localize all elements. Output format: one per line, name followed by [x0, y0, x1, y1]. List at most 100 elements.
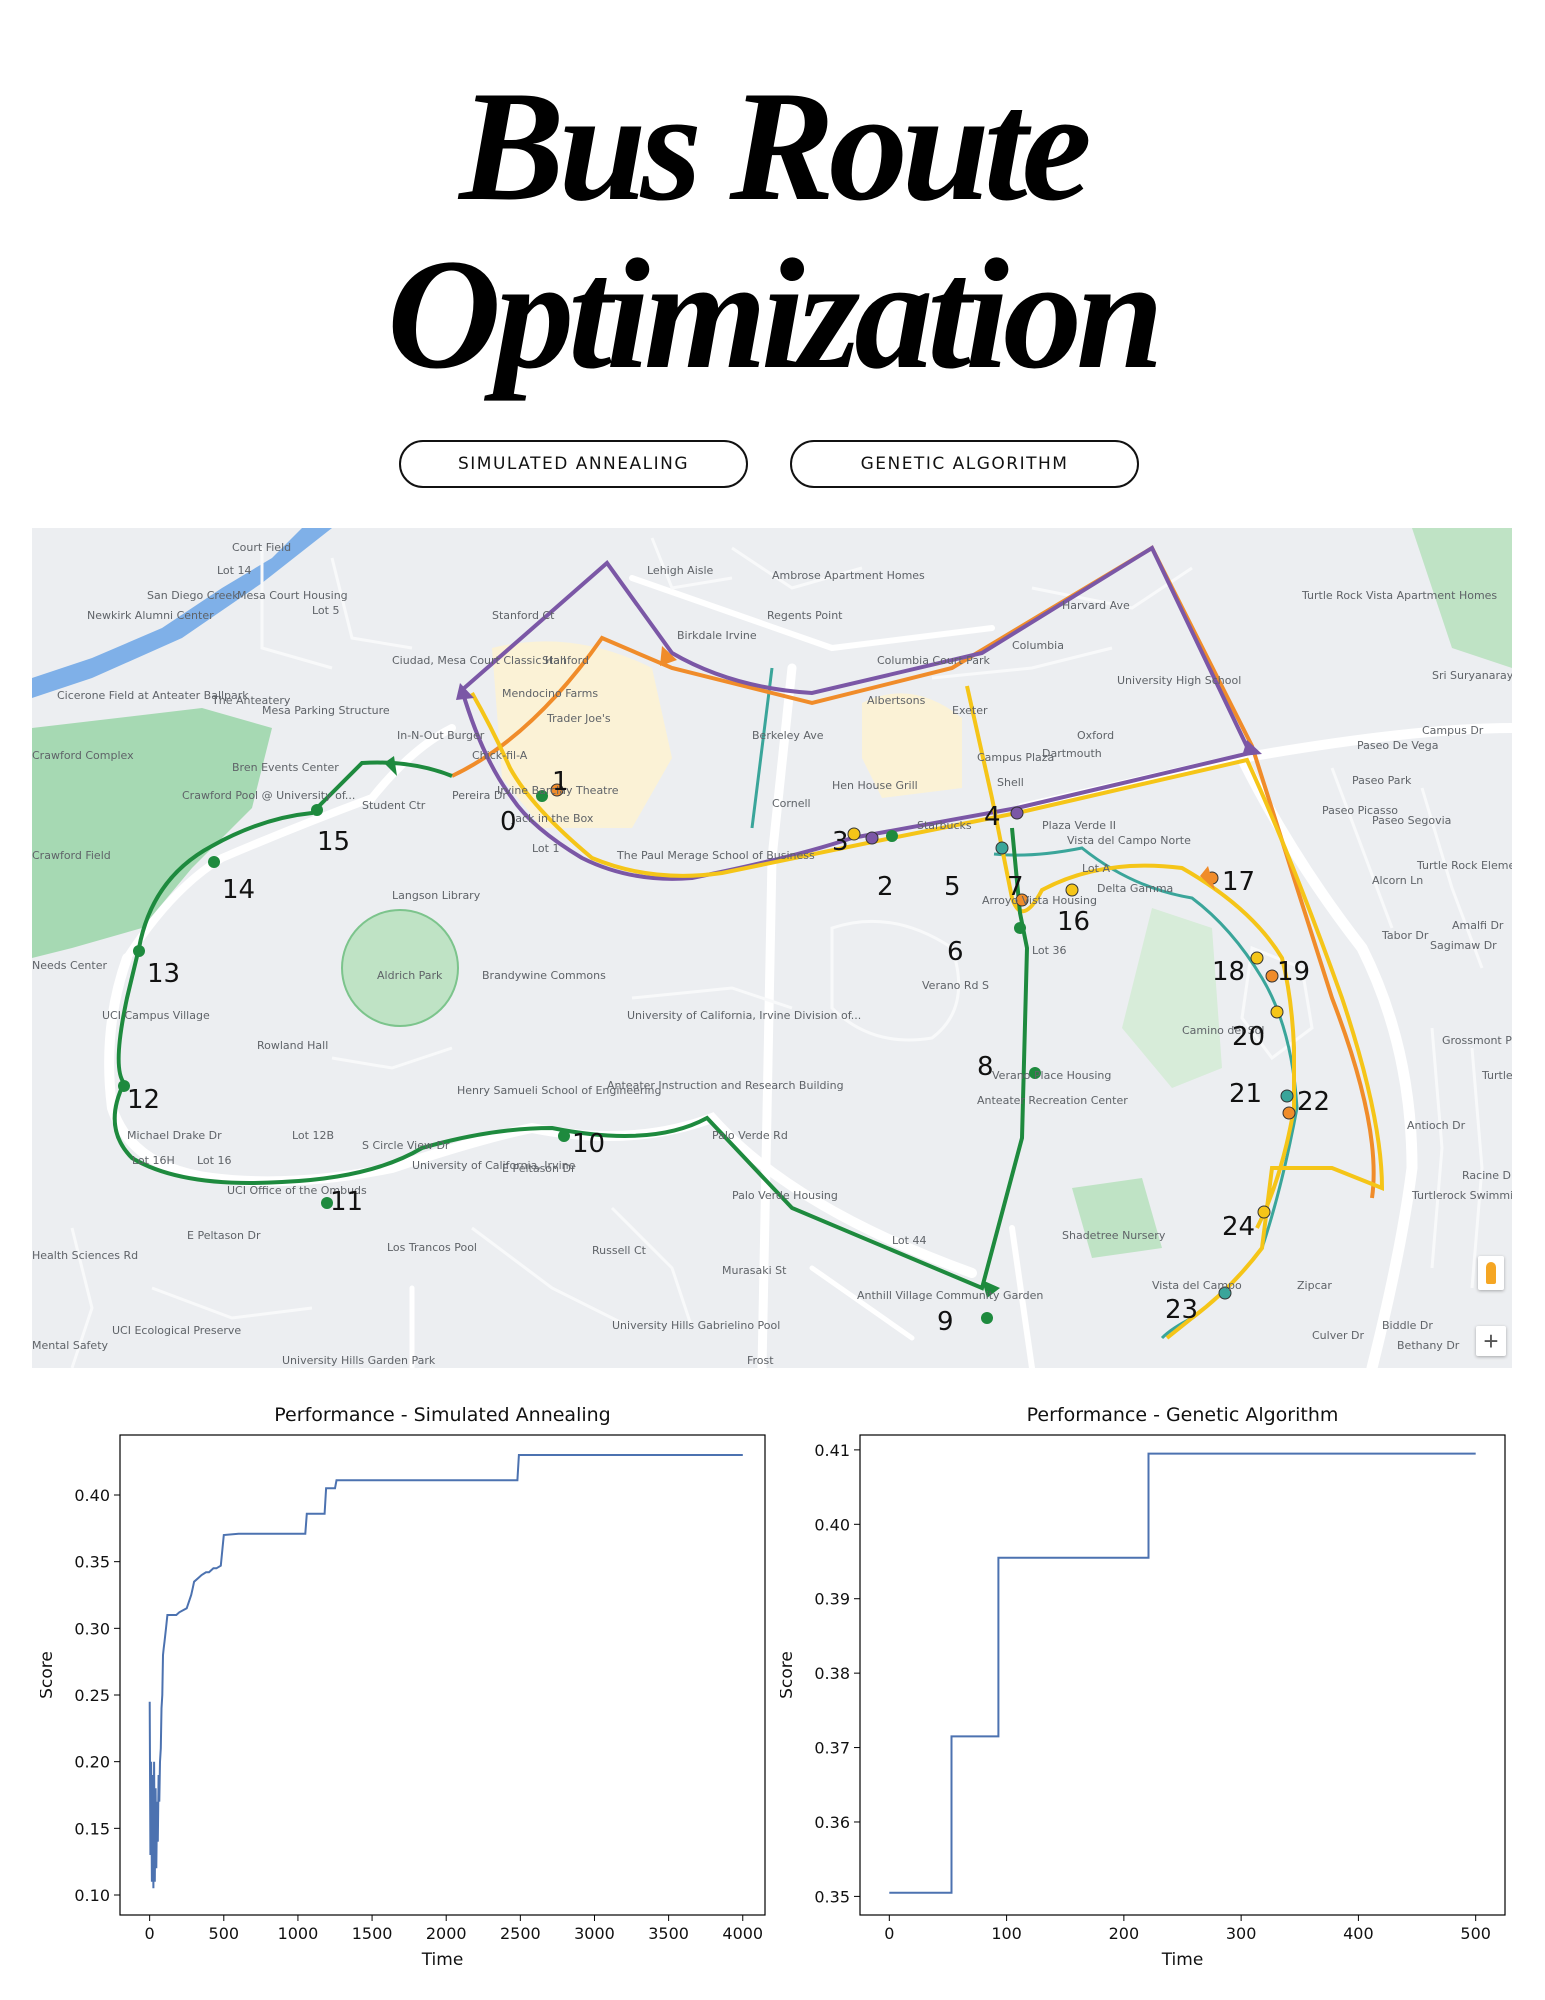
- map-place-label: Exeter: [952, 704, 988, 717]
- map-place-label: Campus Dr: [1422, 724, 1484, 737]
- sa-chart: Performance - Simulated Annealing 0 500 100…: [37, 1395, 780, 1990]
- map-place-label: Turtle Rock Dr: [1481, 1069, 1512, 1082]
- x-tick-label: 200: [1109, 1924, 1140, 1943]
- map-place-label: Oxford: [1077, 729, 1114, 742]
- map-place-label: Delta Gamma: [1097, 882, 1173, 895]
- stop-label-6: 6: [947, 937, 964, 967]
- x-tick-label: 0: [884, 1924, 894, 1943]
- map-place-label: Columbia Court Park: [877, 654, 991, 667]
- ga-chart: Performance - Genetic Algorithm 0 100 200 30…: [777, 1395, 1520, 1990]
- map-place-label: Crawford Pool @ University of...: [182, 789, 355, 802]
- series-line: [148, 1454, 743, 1889]
- creek-water: [32, 528, 332, 698]
- map-place-label: Sagimaw Dr: [1430, 939, 1497, 952]
- map-place-label: Racine Dr: [1462, 1169, 1512, 1182]
- chart-title: Performance - Genetic Algorithm: [1027, 1404, 1339, 1426]
- map-place-label: Brandywine Commons: [482, 969, 606, 982]
- x-tick-label: 400: [1343, 1924, 1374, 1943]
- y-tick-label: 0.25: [74, 1686, 110, 1705]
- simulated-annealing-button[interactable]: SIMULATED ANNEALING: [399, 440, 748, 488]
- street-view-pegman-icon[interactable]: [1478, 1256, 1504, 1290]
- map-place-label: Verano Place Housing: [992, 1069, 1111, 1082]
- stop-label-15: 15: [317, 827, 350, 857]
- map-place-label: Jack in the Box: [511, 812, 594, 825]
- y-tick-label: 0.30: [74, 1619, 110, 1638]
- map-place-label: Murasaki St: [722, 1264, 787, 1277]
- y-tick-label: 0.15: [74, 1819, 110, 1838]
- map-place-label: Mesa Court Housing: [237, 589, 348, 602]
- map-place-label: Vista del Campo Norte: [1067, 834, 1191, 847]
- x-tick-label: 500: [209, 1924, 240, 1943]
- map-place-label: Anteater Recreation Center: [977, 1094, 1128, 1107]
- map-place-label: Stanford: [542, 654, 589, 667]
- y-tick-label: 0.10: [74, 1886, 110, 1905]
- map-place-label: Los Trancos Pool: [387, 1241, 477, 1254]
- y-tick-label: 0.39: [814, 1590, 850, 1609]
- map-place-label: Anteater Instruction and Research Buildi…: [607, 1079, 844, 1092]
- map-place-label: University High School: [1117, 674, 1241, 687]
- stop-label-16: 16: [1057, 907, 1090, 937]
- map-place-label: Antioch Dr: [1407, 1119, 1466, 1132]
- map-place-label: Berkeley Ave: [752, 729, 824, 742]
- map-place-label: Mendocino Farms: [502, 687, 598, 700]
- zoom-in-button[interactable]: +: [1476, 1326, 1506, 1356]
- map-place-label: Russell Ct: [592, 1244, 647, 1257]
- map-place-label: E Peltason Dr: [502, 1162, 576, 1175]
- campus-map[interactable]: Court Field Lot 14 San Diego Creek Mesa Cou…: [32, 528, 1512, 1368]
- map-place-label: Lot 12B: [292, 1129, 334, 1142]
- map-place-label: Student Ctr: [362, 799, 426, 812]
- stop-label-2: 2: [877, 872, 894, 902]
- y-tick-label: 0.35: [74, 1553, 110, 1572]
- aldrich-park: [341, 909, 459, 1027]
- route-arrows: [384, 646, 1262, 1298]
- stop-label-0: 0: [500, 807, 517, 837]
- plot-frame: [119, 1434, 766, 1916]
- purple-route: [460, 545, 1253, 881]
- stop-label-5: 5: [944, 872, 961, 902]
- stop-label-11: 11: [330, 1187, 363, 1217]
- x-tick-label: 100: [991, 1924, 1022, 1943]
- map-place-label: Bethany Dr: [1397, 1339, 1460, 1352]
- stop-label-23: 23: [1165, 1295, 1198, 1325]
- map-place-label: Irvine Barclay Theatre: [497, 784, 619, 797]
- map-place-label: UCI Office of the Ombuds: [227, 1184, 367, 1197]
- stop-label-8: 8: [977, 1052, 994, 1082]
- map-place-label: Lot 1: [532, 842, 559, 855]
- sa-chart-svg: Performance - Simulated Annealing 0 500 100…: [37, 1404, 766, 1970]
- page-title-line-1: Bus Route: [459, 59, 1092, 234]
- map-place-label: Paseo Picasso: [1322, 804, 1398, 817]
- map-place-label: UCI Campus Village: [102, 1009, 210, 1022]
- x-axis-label: Time: [421, 1950, 464, 1970]
- map-place-label: Needs Center: [32, 959, 107, 972]
- genetic-algorithm-button[interactable]: GENETIC ALGORITHM: [790, 440, 1139, 488]
- stop-label-22: 22: [1297, 1087, 1330, 1117]
- x-tick-label: 0: [145, 1924, 155, 1943]
- x-tick-label: 500: [1460, 1924, 1491, 1943]
- stop-label-12: 12: [127, 1085, 160, 1115]
- map-place-label: Sri Suryanarayana Mandiram: [1432, 669, 1512, 682]
- map-place-label: Stanford Ct: [492, 609, 555, 622]
- y-tick-label: 0.35: [814, 1887, 850, 1906]
- stop-label-7: 7: [1007, 872, 1024, 902]
- x-tick-label: 3000: [574, 1924, 615, 1943]
- map-place-label: Birkdale Irvine: [677, 629, 757, 642]
- x-axis-label: Time: [1161, 1950, 1204, 1970]
- map-place-label: In-N-Out Burger: [397, 729, 485, 742]
- chart-title: Performance - Simulated Annealing: [274, 1404, 610, 1426]
- map-place-label: Newkirk Alumni Center: [87, 609, 214, 622]
- green-stops: [118, 790, 1041, 1324]
- map-place-label: Zipcar: [1297, 1279, 1332, 1292]
- map-place-label: University Hills Gabrielino Pool: [612, 1319, 780, 1332]
- map-place-label: Health Sciences Rd: [32, 1249, 138, 1262]
- map-place-label: Ciudad, Mesa Court Classic Hall: [392, 654, 566, 667]
- map-place-label: Paseo Segovia: [1372, 814, 1451, 827]
- map-place-label: Henry Samueli School of Engineering: [457, 1084, 661, 1097]
- ga-chart-svg: Performance - Genetic Algorithm 0 100 200 30…: [777, 1404, 1506, 1970]
- stop-label-3: 3: [832, 827, 849, 857]
- x-tick-label: 2000: [426, 1924, 467, 1943]
- map-place-label: Camino del Sol: [1182, 1024, 1264, 1037]
- map-place-label: Mental Safety: [32, 1339, 109, 1352]
- map-place-label: Biddle Dr: [1382, 1319, 1433, 1332]
